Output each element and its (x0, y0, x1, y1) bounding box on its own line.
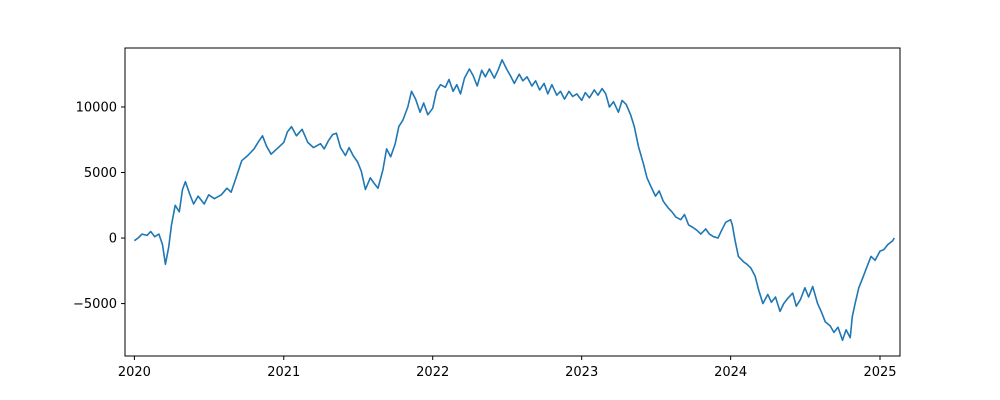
y-tick-label: 10000 (76, 100, 117, 115)
x-axis: 2020 2021 2022 2023 2024 2025 (118, 356, 897, 380)
series-line-0 (133, 58, 895, 342)
x-tick-label: 2021 (267, 365, 300, 380)
plot-area (133, 58, 895, 342)
axes-frame (124, 47, 901, 357)
y-tick-label: 5000 (84, 166, 117, 181)
x-tick-label: 2020 (118, 365, 151, 380)
x-tick-label: 2025 (863, 365, 896, 380)
y-axis: −5000 0 5000 10000 (73, 100, 125, 312)
x-tick-label: 2024 (714, 365, 747, 380)
y-tick-label: −5000 (73, 297, 117, 312)
y-tick-label: 0 (109, 232, 117, 247)
x-tick-label: 2023 (565, 365, 598, 380)
x-tick-label: 2022 (416, 365, 449, 380)
